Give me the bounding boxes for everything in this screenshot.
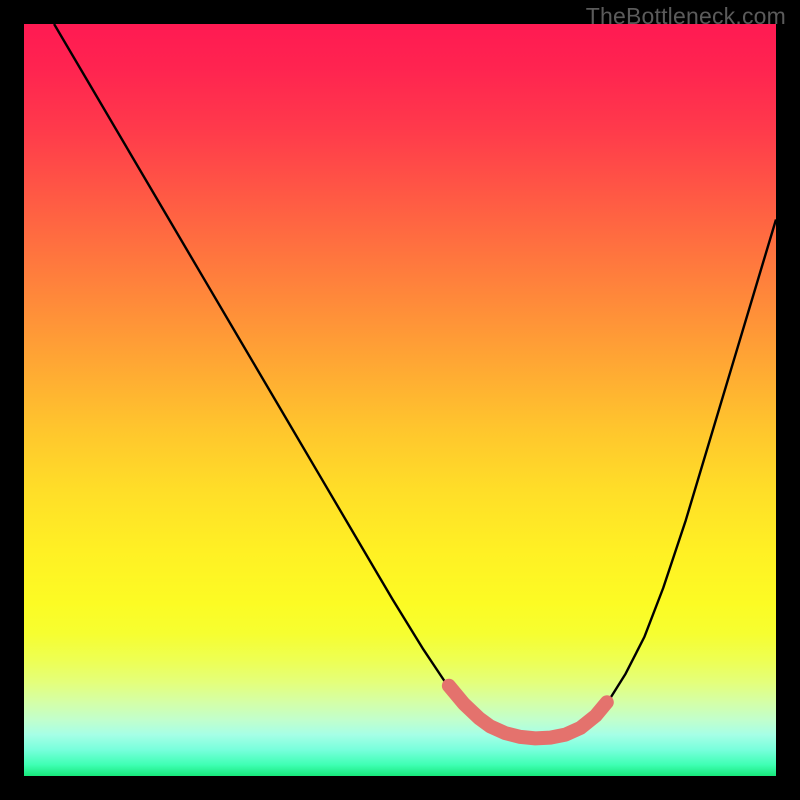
highlight-band (449, 686, 607, 739)
watermark-text: TheBottleneck.com (586, 3, 786, 30)
plot-area (24, 24, 776, 776)
chart-frame: TheBottleneck.com (0, 0, 800, 800)
bottleneck-curve (54, 24, 776, 738)
curve-layer (24, 24, 776, 776)
